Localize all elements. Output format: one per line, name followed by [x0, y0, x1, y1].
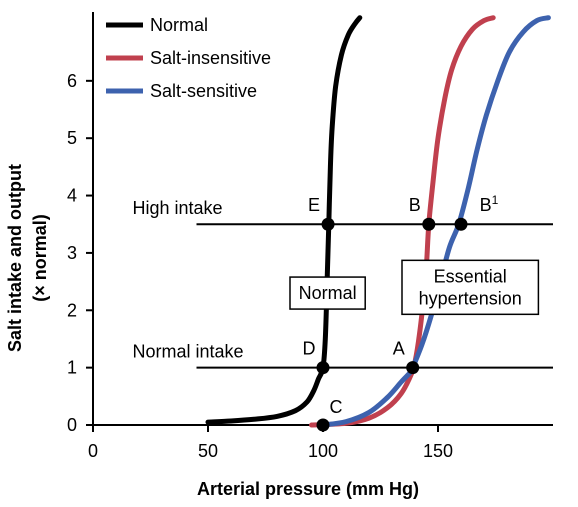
data-point-label: D	[303, 339, 316, 359]
y-tick-label: 5	[67, 128, 77, 148]
x-axis-title: Arterial pressure (mm Hg)	[197, 479, 419, 499]
data-point	[406, 361, 420, 375]
y-tick-label: 6	[67, 71, 77, 91]
annotation-box	[289, 276, 366, 310]
annotation-text: hypertension	[419, 288, 522, 308]
legend-label: Salt-insensitive	[150, 48, 271, 68]
data-point-label: B	[409, 195, 421, 215]
axes: 0 1 2 3 4 5 6 0 50 100 150	[67, 12, 553, 461]
y-axis-title: Salt intake and output	[5, 164, 25, 352]
y-tick-label: 0	[67, 415, 77, 435]
y-tick-label: 3	[67, 243, 77, 263]
series-line	[205, 15, 363, 425]
legend: Normal Salt-insensitive Salt-sensitive	[106, 15, 271, 101]
intake-lines: High intake Normal intake	[133, 198, 553, 369]
x-tick-label: 100	[308, 441, 338, 461]
intake-line-label: High intake	[133, 198, 223, 218]
data-point-label: A	[393, 339, 405, 359]
curves	[205, 15, 551, 428]
intake-line-label: Normal intake	[133, 342, 244, 362]
data-point	[316, 418, 330, 432]
legend-label: Salt-sensitive	[150, 81, 257, 101]
y-tick-label: 1	[67, 358, 77, 378]
data-point-label: B1	[480, 193, 499, 215]
series-line	[320, 15, 551, 428]
annotation-text: Normal	[299, 283, 357, 303]
y-axis-title-unit: (× normal)	[30, 214, 50, 302]
x-tick-label: 50	[198, 441, 218, 461]
data-point-label-superscript: 1	[492, 193, 499, 207]
data-point	[321, 217, 335, 231]
data-point	[454, 217, 468, 231]
titles: Arterial pressure (mm Hg) Salt intake an…	[5, 164, 419, 499]
data-point-label: E	[308, 195, 320, 215]
x-tick-label: 150	[423, 441, 453, 461]
data-point-label: C	[330, 397, 343, 417]
legend-label: Normal	[150, 15, 208, 35]
data-point	[316, 361, 330, 375]
annotation-text: Essential	[434, 266, 507, 286]
annotation-box	[401, 259, 540, 316]
x-tick-label: 0	[88, 441, 98, 461]
data-point	[422, 217, 436, 231]
y-tick-label: 4	[67, 186, 77, 206]
y-tick-label: 2	[67, 300, 77, 320]
